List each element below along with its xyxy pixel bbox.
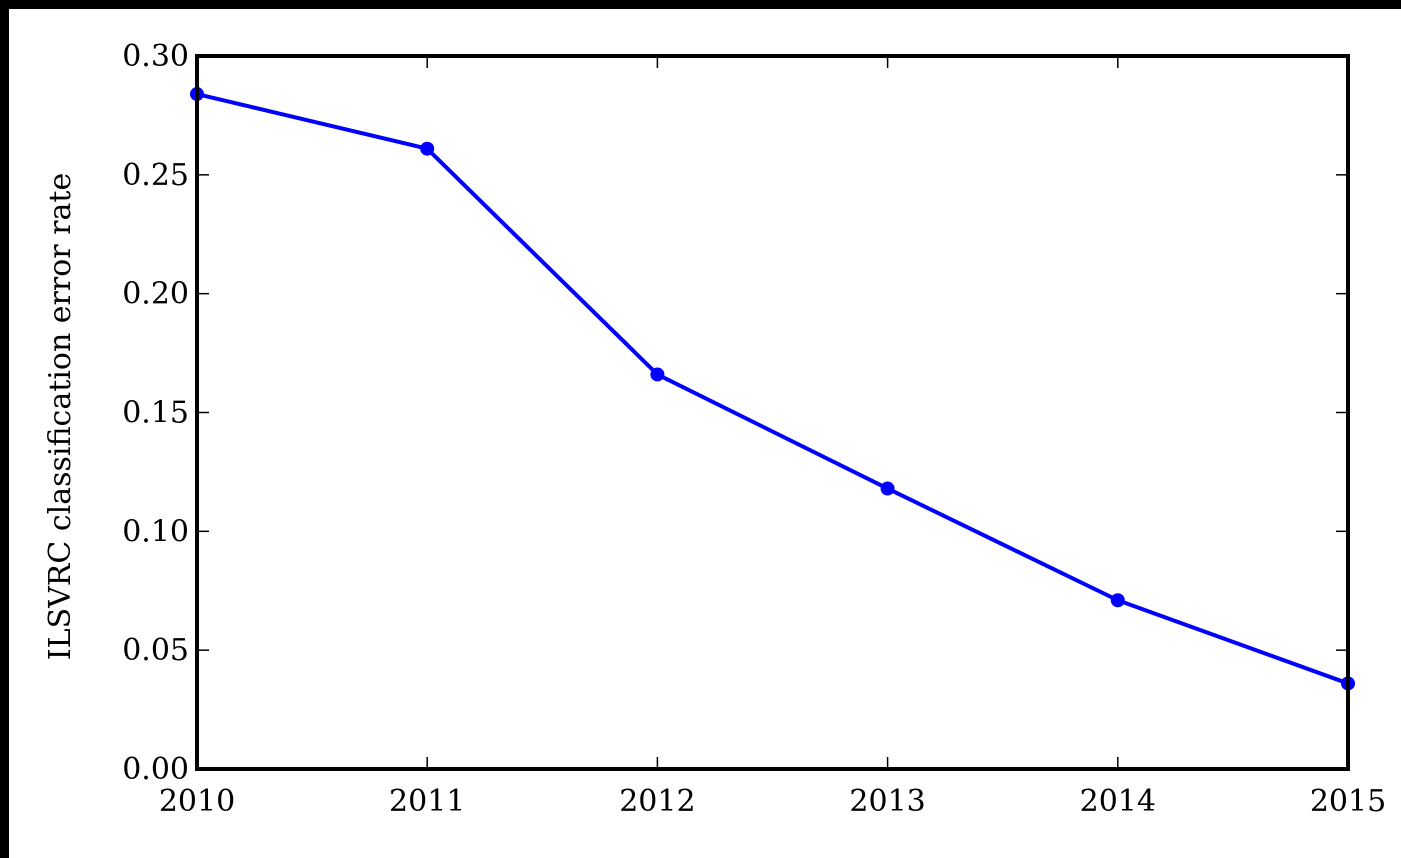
tick-labels: 2010 2011 2012 2013 2014 2015 0.00 0.05 0.10 0.15… bbox=[122, 39, 1386, 819]
y-tick-label: 0.30 bbox=[122, 39, 189, 74]
x-tick-label: 2013 bbox=[849, 784, 925, 819]
y-tick-label: 0.15 bbox=[122, 396, 189, 431]
x-tick-label: 2011 bbox=[389, 784, 465, 819]
y-tick-label: 0.00 bbox=[122, 752, 189, 787]
y-axis-label: ILSVRC classification error rate bbox=[43, 173, 78, 660]
series-layer bbox=[190, 87, 1355, 691]
plot-frame bbox=[195, 54, 1350, 771]
series-line bbox=[196, 92, 1349, 686]
data-point bbox=[1110, 593, 1125, 608]
x-tick-label: 2012 bbox=[619, 784, 695, 819]
data-point bbox=[650, 367, 665, 382]
data-point bbox=[880, 481, 895, 496]
y-tick-label: 0.05 bbox=[122, 633, 189, 668]
x-tick-label: 2015 bbox=[1310, 784, 1386, 819]
chart-canvas bbox=[9, 0, 1401, 858]
top-border bbox=[0, 0, 1401, 9]
tick-marks bbox=[196, 55, 1349, 770]
y-tick-label: 0.25 bbox=[122, 158, 189, 193]
x-tick-label: 2010 bbox=[159, 784, 235, 819]
data-point bbox=[420, 141, 435, 156]
x-tick-label: 2014 bbox=[1080, 784, 1156, 819]
y-tick-label: 0.20 bbox=[122, 277, 189, 312]
y-tick-label: 0.10 bbox=[122, 514, 189, 549]
